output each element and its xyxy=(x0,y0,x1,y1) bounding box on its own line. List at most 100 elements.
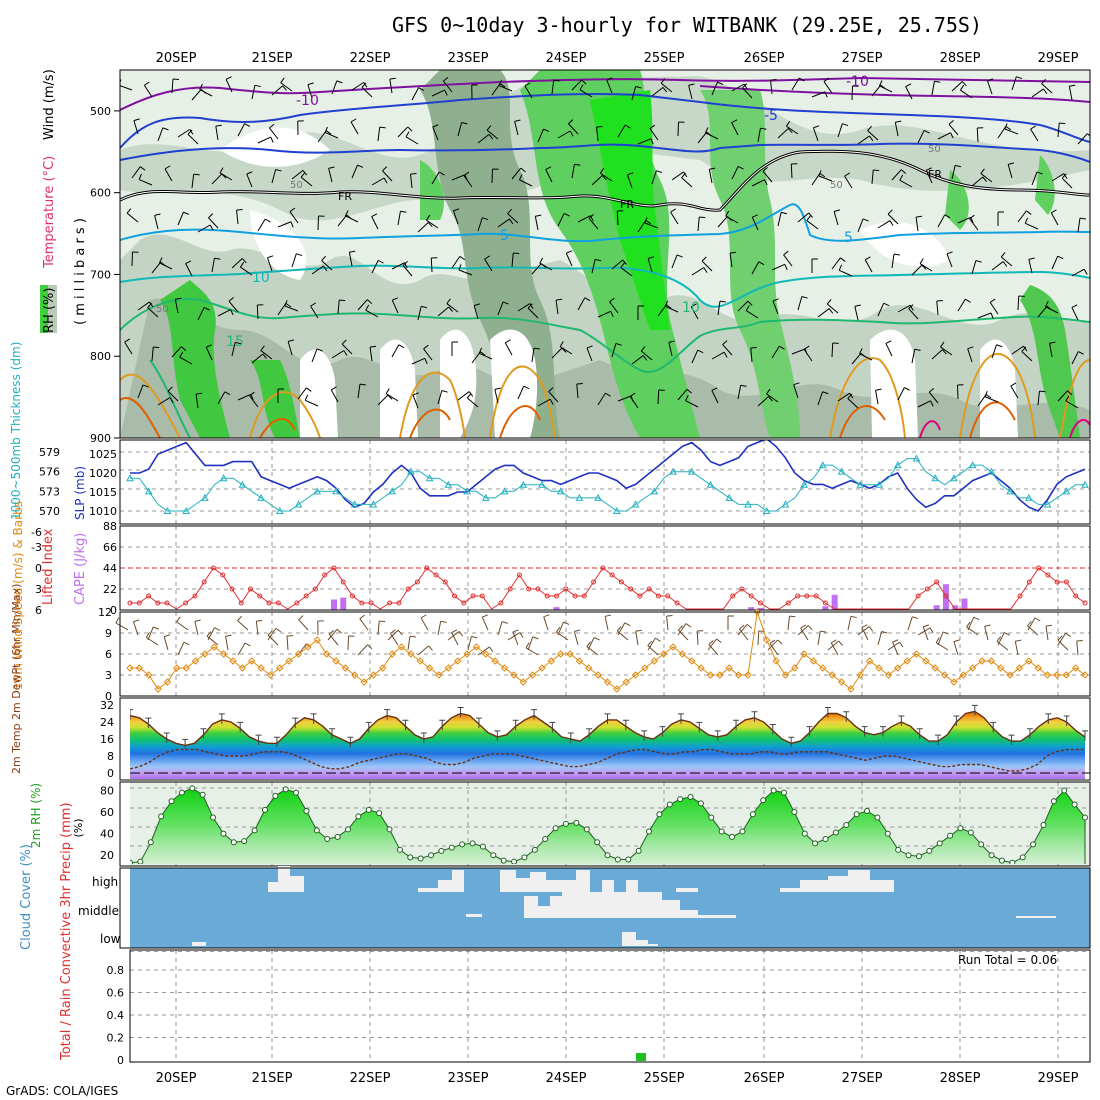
y-tick-label: 3 xyxy=(35,583,42,596)
wind-speed-point xyxy=(135,664,144,672)
wind-barb-flag xyxy=(185,260,192,264)
wind-barb xyxy=(397,211,401,226)
wind-barb xyxy=(517,386,525,400)
wind-barb-flag xyxy=(703,267,708,273)
rh2m-point xyxy=(1050,798,1057,805)
wind-barb-flag xyxy=(828,308,834,314)
wind-barb xyxy=(647,258,653,273)
wind-barb xyxy=(745,310,759,319)
wind-barb-flag xyxy=(606,77,613,81)
wind-barb-flag xyxy=(996,636,1002,642)
wind-barb-flag xyxy=(785,120,791,127)
wind-barb xyxy=(559,346,573,355)
wind-barb xyxy=(277,221,292,228)
cloud-block xyxy=(680,910,698,918)
wind-barb xyxy=(742,87,753,99)
wind-speed-point xyxy=(678,650,687,658)
y-tick-label: 0 xyxy=(110,604,117,617)
wind-barb xyxy=(936,301,939,316)
cloud-block xyxy=(602,880,614,892)
wind-barb-flag xyxy=(387,394,393,400)
rh2m-y-ticks: 20 40 60 80 (%) xyxy=(72,784,114,862)
wind-barb-flag xyxy=(840,257,846,262)
wind-barb xyxy=(830,642,839,656)
wind-barb-flag xyxy=(169,397,174,403)
lifted-index-point xyxy=(322,572,328,578)
contour-label: -10 xyxy=(296,93,319,109)
wind-barb-flag xyxy=(586,641,591,647)
wind-barb xyxy=(357,644,368,656)
cloud-block xyxy=(870,880,894,892)
wind-barb xyxy=(668,342,673,357)
wind-barb-flag xyxy=(133,118,140,122)
wind-barb xyxy=(389,632,399,646)
rh2m-point xyxy=(199,791,206,798)
wind-barb-flag xyxy=(955,164,962,168)
wind-barb xyxy=(1011,345,1024,355)
wind10m-axis-label: 10m Wind Speed (m/s) & Barbs xyxy=(11,501,25,690)
date-label: 22SEP xyxy=(350,1071,391,1086)
wind-barb-flag xyxy=(772,298,779,302)
wind-barb-flag xyxy=(576,383,583,385)
y-tick-label: 800 xyxy=(90,350,111,363)
cloud-block xyxy=(516,878,530,892)
y-tick-label: 0.2 xyxy=(107,1032,125,1045)
wind-barb xyxy=(616,210,619,226)
thickness-point xyxy=(687,467,696,475)
wind-barb-flag xyxy=(350,118,357,123)
wind-speed-point xyxy=(940,671,949,679)
rh2m-point xyxy=(791,809,798,816)
wind-barb xyxy=(191,174,195,189)
cloud-panel: high middle low Cloud Cover (%) xyxy=(19,844,1091,950)
wind-barb xyxy=(257,136,271,144)
wind-barb xyxy=(626,174,633,189)
date-label: 21SEP xyxy=(252,1071,293,1086)
wind-barb-flag xyxy=(379,126,386,129)
wind-barb-flag xyxy=(484,255,490,260)
wind-barb xyxy=(800,627,809,641)
wind-barb-flag xyxy=(701,256,707,262)
thickness-markers xyxy=(126,454,1089,514)
wind-barb xyxy=(385,393,399,402)
wind-barb-flag xyxy=(822,391,829,395)
wind-barb xyxy=(892,641,899,656)
lifted-index-point xyxy=(136,600,142,606)
wind-barb xyxy=(1077,133,1088,145)
wind-barb xyxy=(225,79,233,93)
wind-barb xyxy=(179,356,193,365)
wind-barb xyxy=(389,79,393,94)
wind-barb-flag xyxy=(908,304,914,309)
wind-barb-flag xyxy=(553,79,560,82)
wind-barb xyxy=(817,308,830,318)
wind-barb xyxy=(597,310,611,318)
wind-barb xyxy=(631,355,644,365)
wind-barb xyxy=(677,623,687,636)
lifted-index-point xyxy=(785,600,791,606)
wind-barb-flag xyxy=(336,628,342,634)
wind-barb-flag xyxy=(300,172,306,178)
upper-air-panel: -10 -10 -5 FR FR FR 5 5 10 10 15 50 50 5… xyxy=(40,69,1091,445)
wind-speed-point xyxy=(631,671,640,679)
y-tick-label: 60 xyxy=(100,806,114,819)
cloud-row-label-middle: middle xyxy=(78,904,119,918)
thickness-series-line xyxy=(130,458,1085,512)
y-tick-label: 900 xyxy=(90,432,111,445)
wind-barb xyxy=(899,179,913,188)
wind-barb xyxy=(1028,259,1033,274)
wind-barb xyxy=(471,351,481,364)
wind-barb-flag xyxy=(466,393,472,399)
wind-barb-flag xyxy=(494,387,501,390)
wind-barb-flag xyxy=(965,298,971,303)
wind-barb xyxy=(677,629,689,641)
wind-speed-point xyxy=(566,650,574,658)
thickness-point xyxy=(463,487,471,495)
thickness-point xyxy=(706,480,715,488)
wind-barb xyxy=(442,80,453,93)
wind-barb xyxy=(411,87,420,101)
wind-barb xyxy=(477,133,490,144)
wind-speed-point xyxy=(425,664,434,672)
wind-barb-flag xyxy=(339,299,346,302)
wind-barb-flag xyxy=(847,393,853,399)
wind-speed-point xyxy=(1025,657,1033,665)
wind-barb xyxy=(951,165,956,180)
